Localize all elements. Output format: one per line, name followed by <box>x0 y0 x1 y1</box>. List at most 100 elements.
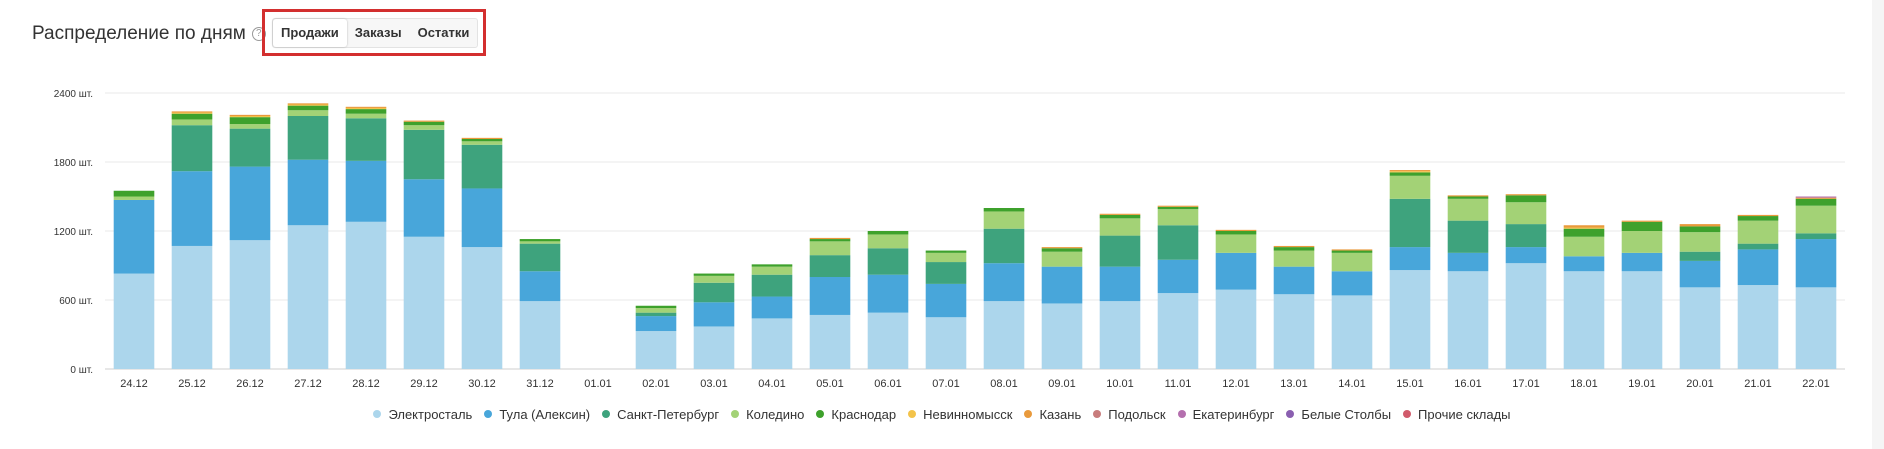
bar-segment[interactable] <box>867 274 909 313</box>
bar-segment[interactable] <box>1795 196 1837 198</box>
bar-segment[interactable] <box>345 109 387 114</box>
bar-segment[interactable] <box>1563 271 1605 369</box>
bar-segment[interactable] <box>1795 205 1837 234</box>
bar-segment[interactable] <box>403 120 445 122</box>
bar-segment[interactable] <box>1447 195 1489 197</box>
bar-segment[interactable] <box>403 179 445 237</box>
bar-segment[interactable] <box>1215 252 1257 290</box>
bar-segment[interactable] <box>171 111 213 113</box>
bar-segment[interactable] <box>345 113 387 119</box>
bar-segment[interactable] <box>1331 295 1373 369</box>
bar-segment[interactable] <box>1099 218 1141 236</box>
bar-segment[interactable] <box>1621 252 1663 272</box>
bar-segment[interactable] <box>1621 271 1663 369</box>
bar-segment[interactable] <box>1679 232 1721 252</box>
bar-segment[interactable] <box>1273 266 1315 295</box>
bar-segment[interactable] <box>1795 233 1837 240</box>
bar-segment[interactable] <box>287 104 329 106</box>
bar-segment[interactable] <box>1737 285 1779 369</box>
bar-segment[interactable] <box>1331 249 1373 251</box>
bar-segment[interactable] <box>1621 231 1663 253</box>
legend-item[interactable]: Подольск <box>1093 407 1166 422</box>
bar-segment[interactable] <box>1273 294 1315 369</box>
bar-segment[interactable] <box>1737 249 1779 286</box>
bar-segment[interactable] <box>403 125 445 130</box>
bar-segment[interactable] <box>345 160 387 222</box>
bar-segment[interactable] <box>229 240 271 369</box>
bar-segment[interactable] <box>1737 243 1779 250</box>
bar-segment[interactable] <box>171 171 213 246</box>
bar-segment[interactable] <box>1563 227 1605 229</box>
bar-segment[interactable] <box>1447 252 1489 272</box>
bar-segment[interactable] <box>1795 239 1837 288</box>
bar-segment[interactable] <box>751 296 793 319</box>
bar-segment[interactable] <box>867 312 909 369</box>
bar-segment[interactable] <box>809 255 851 277</box>
bar-segment[interactable] <box>925 283 967 318</box>
bar-segment[interactable] <box>1389 270 1431 369</box>
bar-segment[interactable] <box>693 282 735 303</box>
bar-segment[interactable] <box>1737 214 1779 217</box>
bar-segment[interactable] <box>1157 259 1199 294</box>
legend-item[interactable]: Краснодар <box>816 407 896 422</box>
bar-segment[interactable] <box>867 248 909 275</box>
legend-item[interactable]: Прочие склады <box>1403 407 1511 422</box>
bar-segment[interactable] <box>287 103 329 105</box>
bar-segment[interactable] <box>345 106 387 108</box>
bar-segment[interactable] <box>1215 234 1257 253</box>
bar-segment[interactable] <box>1737 216 1779 221</box>
bar-segment[interactable] <box>1795 197 1837 199</box>
bar-segment[interactable] <box>1389 170 1431 172</box>
bar-segment[interactable] <box>925 262 967 284</box>
bar-segment[interactable] <box>1157 209 1199 226</box>
bar-segment[interactable] <box>461 137 503 139</box>
bar-segment[interactable] <box>519 239 561 242</box>
bar-segment[interactable] <box>1099 214 1141 219</box>
legend-item[interactable]: Казань <box>1024 407 1081 422</box>
bar-segment[interactable] <box>1215 289 1257 369</box>
bar-segment[interactable] <box>867 231 909 235</box>
bar-segment[interactable] <box>461 141 503 145</box>
bar-segment[interactable] <box>809 314 851 369</box>
bar-segment[interactable] <box>229 114 271 116</box>
bar-segment[interactable] <box>519 301 561 369</box>
bar-segment[interactable] <box>809 241 851 256</box>
bar-segment[interactable] <box>1505 202 1547 225</box>
bar-segment[interactable] <box>1273 250 1315 267</box>
bar-segment[interactable] <box>287 110 329 116</box>
bar-segment[interactable] <box>519 241 561 244</box>
bar-segment[interactable] <box>171 245 213 369</box>
bar-segment[interactable] <box>229 117 271 125</box>
bar-segment[interactable] <box>1795 198 1837 206</box>
bar-segment[interactable] <box>1679 224 1721 227</box>
bar-segment[interactable] <box>1215 229 1257 231</box>
bar-segment[interactable] <box>867 234 909 249</box>
bar-segment[interactable] <box>1679 260 1721 288</box>
bar-segment[interactable] <box>1389 171 1431 173</box>
bar-segment[interactable] <box>1563 236 1605 257</box>
bar-segment[interactable] <box>403 129 445 180</box>
bar-segment[interactable] <box>1679 226 1721 233</box>
bar-segment[interactable] <box>1389 198 1431 248</box>
legend-item[interactable]: Коледино <box>731 407 804 422</box>
bar-segment[interactable] <box>113 273 155 369</box>
legend-item[interactable]: Екатеринбург <box>1177 407 1274 422</box>
bar-segment[interactable] <box>171 125 213 172</box>
bar-segment[interactable] <box>925 317 967 369</box>
bar-segment[interactable] <box>1331 271 1373 296</box>
bar-segment[interactable] <box>1505 195 1547 203</box>
bar-segment[interactable] <box>635 308 677 313</box>
bar-segment[interactable] <box>809 239 851 242</box>
bar-segment[interactable] <box>1389 172 1431 176</box>
bar-segment[interactable] <box>693 302 735 327</box>
bar-segment[interactable] <box>1041 247 1083 249</box>
help-icon[interactable]: ? <box>251 27 266 41</box>
bar-segment[interactable] <box>229 128 271 167</box>
bar-segment[interactable] <box>1447 196 1489 199</box>
bar-segment[interactable] <box>1447 220 1489 253</box>
bar-segment[interactable] <box>287 225 329 369</box>
legend-item[interactable]: Электросталь <box>373 407 472 422</box>
bar-segment[interactable] <box>1273 247 1315 251</box>
bar-segment[interactable] <box>693 326 735 369</box>
bar-segment[interactable] <box>1621 221 1663 231</box>
